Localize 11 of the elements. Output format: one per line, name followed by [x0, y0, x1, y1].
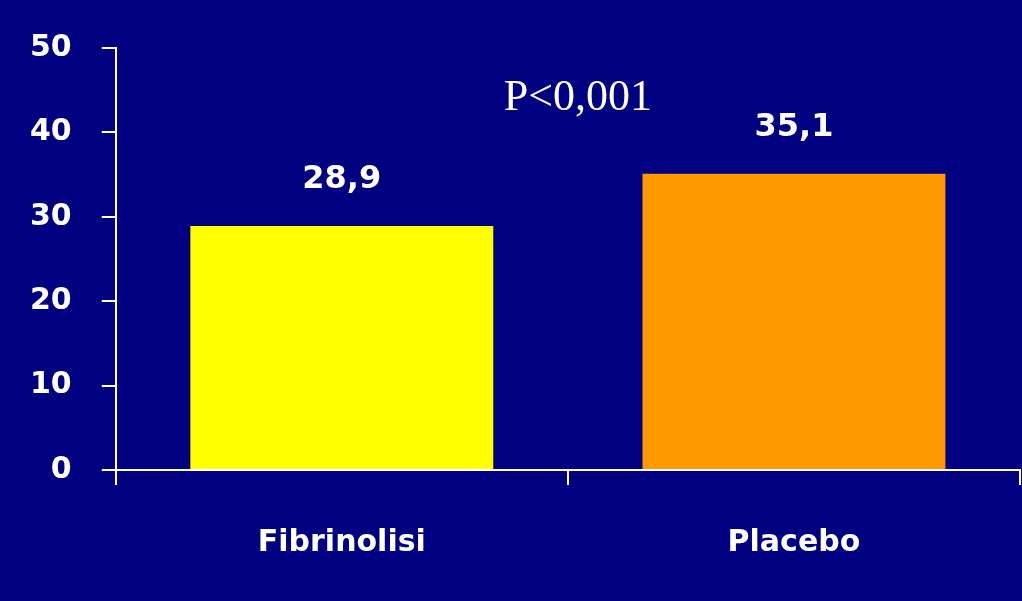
- y-tick-label: 0: [50, 449, 72, 485]
- x-tick-label: Placebo: [727, 522, 861, 558]
- y-tick-label: 20: [30, 281, 72, 316]
- y-tick-label: 50: [30, 27, 72, 63]
- data-label: 35,1: [754, 106, 834, 145]
- y-tick-label: 30: [30, 196, 72, 232]
- y-tick-label: 10: [30, 365, 72, 401]
- data-label: 28,9: [302, 158, 382, 197]
- x-tick-label: Fibrinolisi: [257, 522, 426, 558]
- annotation: P<0,001: [503, 70, 653, 120]
- y-tick-label: 40: [30, 112, 72, 148]
